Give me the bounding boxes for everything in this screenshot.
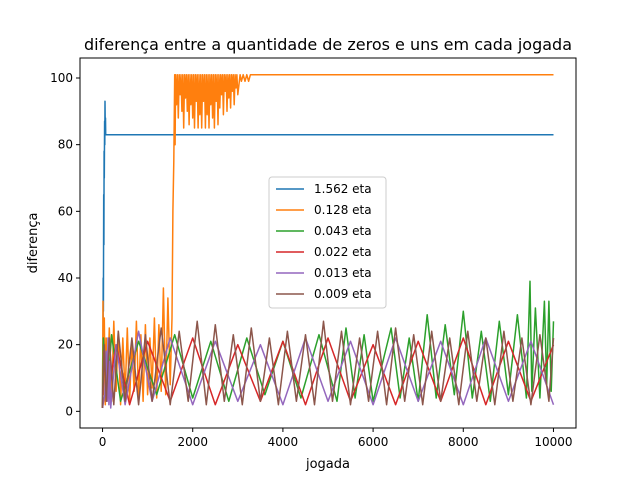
legend-label-5: 0.013 eta xyxy=(314,266,372,280)
x-axis-ticks: 0 2000 4000 6000 8000 10000 xyxy=(99,428,573,449)
y-tick-label: 80 xyxy=(58,138,73,152)
legend-label-6: 0.009 eta xyxy=(314,287,372,301)
x-tick-label: 6000 xyxy=(358,435,389,449)
series-line-5 xyxy=(101,330,555,409)
y-tick-label: 20 xyxy=(58,338,73,352)
x-tick-label: 10000 xyxy=(534,435,572,449)
chart-title: diferença entre a quantidade de zeros e … xyxy=(84,35,572,54)
series-line-6 xyxy=(101,320,555,409)
y-tick-label: 60 xyxy=(58,204,73,218)
legend-label-3: 0.043 eta xyxy=(314,224,372,238)
y-tick-label: 100 xyxy=(50,71,73,85)
x-tick-label: 8000 xyxy=(448,435,479,449)
x-tick-label: 0 xyxy=(99,435,107,449)
y-axis-label: diferença xyxy=(26,213,41,274)
x-axis-label: jogada xyxy=(305,457,350,472)
y-tick-label: 40 xyxy=(58,271,73,285)
x-tick-label: 4000 xyxy=(268,435,299,449)
y-axis-ticks: 0 20 40 60 80 100 xyxy=(50,71,80,418)
series-lines xyxy=(101,73,555,409)
y-tick-label: 0 xyxy=(65,404,73,418)
series-line-2 xyxy=(101,73,554,409)
plot-area xyxy=(79,57,577,429)
legend-label-4: 0.022 eta xyxy=(314,245,372,259)
legend-label-2: 0.128 eta xyxy=(314,203,372,217)
legend: 1.562 eta 0.128 eta 0.043 eta 0.022 eta 0.01… xyxy=(268,176,387,309)
legend-label-1: 1.562 eta xyxy=(314,182,372,196)
x-tick-label: 2000 xyxy=(177,435,208,449)
